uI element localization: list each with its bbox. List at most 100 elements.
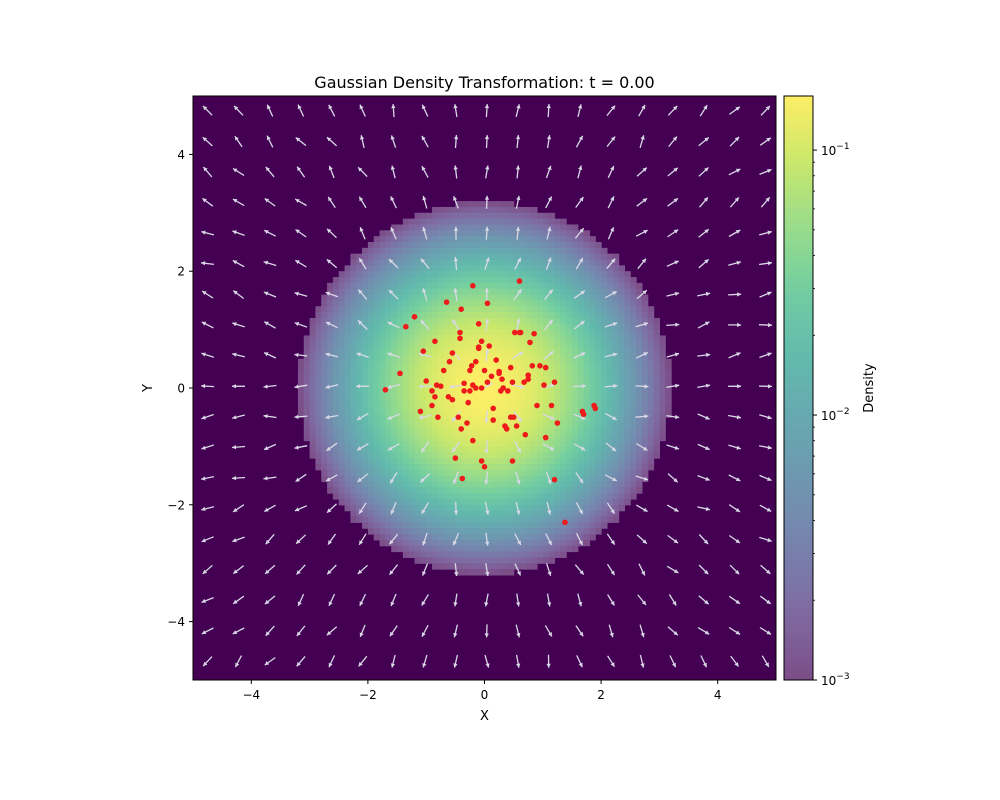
density-cell xyxy=(496,224,503,231)
vector-arrow-head xyxy=(203,106,208,111)
density-cell xyxy=(443,288,451,296)
vector-arrow xyxy=(546,135,552,149)
density-cell xyxy=(595,247,602,255)
density-cell xyxy=(583,434,591,442)
density-cell xyxy=(373,417,381,424)
density-cell xyxy=(531,358,538,366)
density-cell xyxy=(496,265,503,272)
density-cell xyxy=(636,329,643,337)
vector-arrow xyxy=(202,166,213,178)
density-cell xyxy=(595,347,602,354)
density-cell xyxy=(420,382,427,389)
vector-arrow xyxy=(453,501,459,515)
vector-arrow xyxy=(728,414,742,420)
density-cell xyxy=(391,510,398,518)
density-cell xyxy=(647,417,655,424)
density-cell xyxy=(630,481,637,488)
density-cell xyxy=(618,498,626,506)
density-cell xyxy=(548,224,556,231)
density-cell xyxy=(379,446,386,453)
density-cell xyxy=(513,434,521,442)
density-cell xyxy=(525,323,532,331)
density-cell xyxy=(496,399,503,407)
density-cell xyxy=(484,329,491,337)
vector-arrow xyxy=(515,165,521,179)
vector-arrow-head xyxy=(356,352,361,357)
density-cell xyxy=(560,446,567,453)
density-cell xyxy=(571,493,579,500)
density-cell xyxy=(315,382,322,389)
density-cell xyxy=(554,224,561,231)
density-cell xyxy=(606,417,614,424)
density-cell xyxy=(362,370,369,377)
density-cell xyxy=(426,300,433,307)
density-cell xyxy=(571,545,579,553)
density-cell xyxy=(443,306,451,313)
density-cell xyxy=(665,405,672,412)
density-cell xyxy=(432,504,439,512)
density-cell xyxy=(624,382,631,389)
vector-arrow-head xyxy=(674,352,680,357)
vector-arrow xyxy=(759,137,772,146)
density-cell xyxy=(461,376,468,383)
density-cell xyxy=(379,382,386,389)
density-cell xyxy=(641,347,649,354)
vector-arrow-head xyxy=(422,227,427,232)
density-cell xyxy=(560,247,567,255)
density-cell xyxy=(560,423,567,430)
density-cell xyxy=(379,498,386,506)
density-cell xyxy=(432,288,439,296)
vector-arrow-head xyxy=(767,415,772,420)
density-cell xyxy=(414,382,421,389)
density-cell xyxy=(496,201,503,208)
density-cell xyxy=(554,522,561,529)
density-cell xyxy=(397,329,404,337)
density-cell xyxy=(461,242,468,249)
density-cell xyxy=(542,423,550,430)
density-cell xyxy=(432,306,439,313)
density-cell xyxy=(501,242,509,249)
density-cell xyxy=(525,516,532,523)
density-cell xyxy=(554,347,561,354)
density-cell xyxy=(373,498,381,506)
density-cell xyxy=(437,452,445,459)
density-cell xyxy=(373,271,381,278)
density-cell xyxy=(589,247,596,255)
density-cell xyxy=(519,487,526,494)
density-cell xyxy=(554,405,561,412)
density-cell xyxy=(391,358,398,366)
density-cell xyxy=(548,557,556,564)
vector-arrow-head xyxy=(295,477,300,482)
vector-arrow xyxy=(420,258,430,270)
vector-arrow-head xyxy=(704,259,709,264)
vector-arrow xyxy=(515,624,521,638)
sample-point xyxy=(499,376,505,383)
density-cell xyxy=(367,259,375,266)
density-cell xyxy=(478,563,486,570)
sample-point xyxy=(411,314,418,320)
density-cell xyxy=(356,271,363,278)
density-cell xyxy=(554,551,561,558)
density-cell xyxy=(624,498,631,506)
density-cell xyxy=(531,516,538,523)
density-cell xyxy=(636,370,643,377)
density-cell xyxy=(408,370,416,377)
density-cell xyxy=(379,242,386,249)
density-cell xyxy=(478,423,486,430)
density-cell xyxy=(624,446,631,453)
density-cell xyxy=(397,534,404,541)
vector-arrow xyxy=(234,655,243,668)
density-cell xyxy=(647,323,655,331)
vector-arrow-head xyxy=(232,476,237,481)
density-cell xyxy=(554,399,561,407)
density-cell xyxy=(461,236,468,243)
density-cell xyxy=(461,557,468,564)
density-cell xyxy=(484,253,491,261)
density-cell xyxy=(647,335,655,342)
density-cell xyxy=(501,522,509,529)
density-cell xyxy=(571,347,579,354)
density-cell xyxy=(408,516,416,523)
vector-arrow-head xyxy=(453,165,458,170)
density-cell xyxy=(455,230,462,237)
vector-arrow xyxy=(388,258,399,269)
